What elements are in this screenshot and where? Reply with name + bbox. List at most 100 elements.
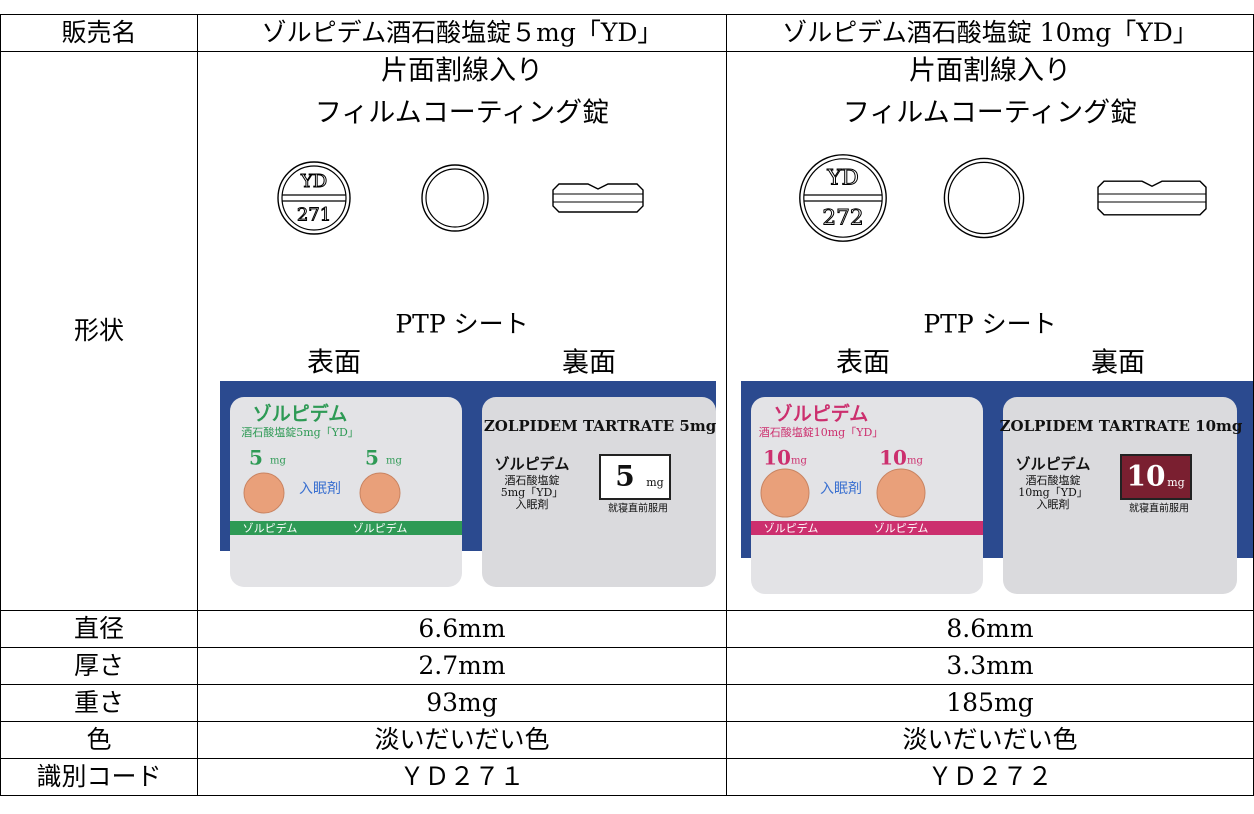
spec-row: 重さ 93mg 185mg xyxy=(0,684,1254,722)
label: 10 xyxy=(1127,460,1166,493)
spec-table: 販売名 ゾルピデム酒石酸塩錠５mg「YD」 ゾルピデム酒石酸塩錠 10mg「YD… xyxy=(0,14,1254,796)
label: 10mg「YD」 xyxy=(1018,486,1088,499)
label: ゾルピデム xyxy=(243,521,298,535)
label: mg xyxy=(791,456,807,467)
pill-back xyxy=(943,157,1025,239)
spec-value: 3.3mm xyxy=(726,647,1254,685)
label: ゾルピデム xyxy=(253,402,348,425)
label: mg xyxy=(386,456,402,467)
row-label: 厚さ xyxy=(0,647,198,685)
spec-value: ＹＤ２７２ xyxy=(726,758,1254,796)
label: PTP シート xyxy=(923,310,1056,339)
strength-box xyxy=(1120,454,1192,500)
spec-row: 色淡いだいだい色 淡いだいだい色 xyxy=(0,721,1254,759)
label: 272 xyxy=(822,206,863,231)
label: 表面 xyxy=(836,348,890,379)
label: 裏面 xyxy=(562,348,616,379)
label: ゾルピデム xyxy=(874,521,929,535)
stripe xyxy=(751,521,983,535)
pill-back-edge xyxy=(425,168,485,228)
label: ZOLPIDEM TARTRATE 10mg xyxy=(1000,417,1243,435)
pill-side xyxy=(552,183,644,213)
spec-row: 識別コード ＹＤ２７１ ＹＤ２７２ xyxy=(0,758,1254,796)
label: ゾルピデム xyxy=(1016,455,1091,473)
label: 5mg「YD」 xyxy=(501,486,564,499)
label: ゾルピデム xyxy=(764,521,819,535)
pill-outline xyxy=(799,154,887,242)
label: 酒石酸塩錠5mg「YD」 xyxy=(241,425,359,439)
label: 入眠剤 xyxy=(299,481,341,497)
blister-front xyxy=(230,397,462,587)
label: フィルムコーティング錠 xyxy=(315,98,609,129)
stripe xyxy=(230,521,462,535)
tablet xyxy=(359,472,401,514)
shape-cell: 片面割線入り フィルムコーティング錠 YD 271 PTP シート 表面 裏面 ゾルピデム 酒石… xyxy=(197,51,727,611)
pill-back xyxy=(421,164,489,232)
label: 5 xyxy=(615,460,634,493)
label: 就寝直前服用 xyxy=(608,502,668,515)
spec-row: 直径 6.6mm 8.6mm xyxy=(0,610,1254,648)
tablet xyxy=(760,468,810,518)
spec-value: 2.7mm xyxy=(197,647,727,685)
spec-value: ＹＤ２７１ xyxy=(197,758,727,796)
spec-value: 淡いだいだい色 xyxy=(726,721,1254,759)
row-label: 直径 xyxy=(0,610,198,648)
pill-side xyxy=(1097,180,1207,216)
label: mg xyxy=(646,476,663,489)
label: 10 xyxy=(763,446,791,470)
label: mg xyxy=(907,456,923,467)
pill-back-edge xyxy=(947,161,1021,235)
label: 酒石酸塩錠10mg「YD」 xyxy=(759,425,884,439)
shape-cell: 片面割線入り フィルムコーティング錠 YD 272 PTP シート 表面 裏面 ゾルピデム 酒石… xyxy=(726,51,1254,611)
label: 表面 xyxy=(307,348,361,379)
label: ZOLPIDEM TARTRATE 5mg xyxy=(484,417,717,435)
pill-edge xyxy=(803,158,883,238)
spec-value: 185mg xyxy=(726,684,1254,722)
label: 5 xyxy=(365,446,379,470)
label: 片面割線入り xyxy=(909,56,1071,87)
header-cell: 販売名 xyxy=(0,14,198,52)
spec-value: 淡いだいだい色 xyxy=(197,721,727,759)
spec-value: 8.6mm xyxy=(726,610,1254,648)
label: 酒石酸塩錠 xyxy=(505,473,560,487)
row-label: 形状 xyxy=(0,51,198,611)
label: YD xyxy=(300,171,327,192)
tablet xyxy=(243,472,285,514)
row-label: 色 xyxy=(0,721,198,759)
header-cell: ゾルピデム酒石酸塩錠５mg「YD」 xyxy=(197,14,727,52)
label: mg xyxy=(270,456,286,467)
strength-box xyxy=(599,454,671,500)
pill-outline xyxy=(277,161,351,235)
label: 酒石酸塩錠 xyxy=(1026,473,1081,487)
row-label: 識別コード xyxy=(0,758,198,796)
label: ゾルピデム xyxy=(774,402,869,425)
tablet xyxy=(876,468,926,518)
label: フィルムコーティング錠 xyxy=(843,98,1137,129)
spec-value: 93mg xyxy=(197,684,727,722)
header-row: 販売名 ゾルピデム酒石酸塩錠５mg「YD」 ゾルピデム酒石酸塩錠 10mg「YD… xyxy=(0,14,1254,52)
label: 片面割線入り xyxy=(381,56,543,87)
shape-row: 形状 片面割線入りフィルムコーティング錠 YD 271 PTP シート表面 裏面ゾルピデ… xyxy=(0,51,1254,611)
label: 入眠剤 xyxy=(1037,497,1070,511)
label: ゾルピデム xyxy=(495,455,570,473)
header-cell: ゾルピデム酒石酸塩錠 10mg「YD」 xyxy=(726,14,1254,52)
spec-value: 6.6mm xyxy=(197,610,727,648)
label: 10 xyxy=(879,446,907,470)
blister-front xyxy=(751,397,983,594)
label: ゾルピデム xyxy=(353,521,408,535)
label: 裏面 xyxy=(1091,348,1145,379)
pill-edge xyxy=(281,165,347,231)
label: mg xyxy=(1167,476,1184,489)
label: YD xyxy=(826,166,859,191)
label: 就寝直前服用 xyxy=(1129,502,1189,515)
label: PTP シート xyxy=(395,310,528,339)
label: 5 xyxy=(249,446,263,470)
spec-row: 厚さ 2.7mm 3.3mm xyxy=(0,647,1254,685)
label: 271 xyxy=(297,204,331,225)
label: 入眠剤 xyxy=(820,481,862,497)
